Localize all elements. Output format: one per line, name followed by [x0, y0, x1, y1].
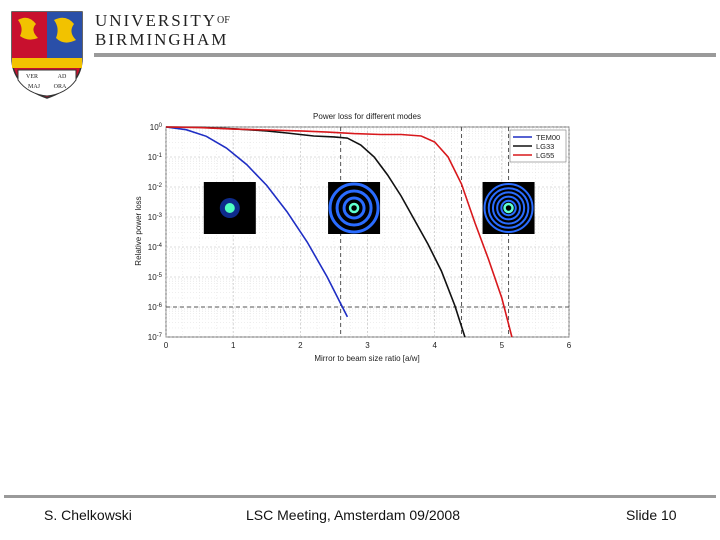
y-axis-label: Relative power loss	[134, 196, 143, 265]
wordmark-of: OF	[217, 15, 230, 26]
y-tick-label: 10-1	[148, 153, 163, 162]
mode-image-ring	[342, 196, 366, 220]
footer-slide-number: Slide 10	[626, 507, 677, 523]
crest-motto-2: AD	[58, 74, 67, 80]
mode-image-core	[503, 202, 514, 214]
mode-image-ring	[496, 195, 521, 221]
footer-meeting: LSC Meeting, Amsterdam 09/2008	[246, 507, 461, 523]
mode-image-ring	[335, 189, 373, 227]
mode-image-ring	[487, 187, 530, 229]
legend-label-lg33: LG33	[536, 142, 554, 151]
footer-divider	[4, 495, 716, 498]
wordmark-university: UNIVERSITY	[95, 11, 217, 30]
mode-image-core	[224, 203, 235, 213]
x-tick-label: 0	[164, 341, 169, 350]
header-divider	[94, 53, 716, 57]
x-axis-label: Mirror to beam size ratio [a/w]	[314, 354, 419, 363]
x-tick-label: 5	[500, 341, 505, 350]
y-tick-label: 100	[150, 123, 163, 132]
mode-image-ring	[328, 182, 380, 234]
mode-image-lg55	[482, 182, 535, 234]
footer-author: S. Chelkowski	[44, 507, 132, 523]
mode-image-ring	[500, 199, 517, 217]
chart-title: Power loss for different modes	[313, 112, 421, 121]
crest-motto-1: VER	[26, 74, 38, 80]
series-line-lg55	[165, 126, 513, 338]
x-tick-label: 4	[432, 341, 437, 350]
series-line-tem00	[165, 126, 349, 318]
x-tick-label: 6	[567, 341, 572, 350]
crest-motto-3: MAJ	[28, 84, 41, 90]
wordmark-line-1: UNIVERSITYOF	[95, 12, 230, 30]
crest-motto-4: ORA	[54, 84, 67, 90]
x-tick-label: 1	[231, 341, 236, 350]
wordmark-line-2: BIRMINGHAM	[95, 30, 229, 49]
legend-box	[509, 129, 567, 163]
university-crest-logo: VER AD MAJ ORA	[11, 11, 83, 99]
mode-image-core	[348, 202, 360, 214]
y-tick-label: 10-2	[148, 183, 163, 192]
y-tick-label: 10-3	[148, 213, 163, 222]
y-tick-label: 10-6	[148, 303, 163, 312]
mode-image-ring	[491, 191, 526, 225]
legend-label-tem00: TEM00	[536, 133, 560, 142]
mode-image-ring	[483, 183, 534, 233]
x-tick-label: 3	[365, 341, 370, 350]
y-tick-label: 10-7	[148, 333, 163, 342]
y-tick-label: 10-4	[148, 243, 163, 252]
university-wordmark: UNIVERSITYOF BIRMINGHAM	[95, 12, 230, 49]
legend-label-lg55: LG55	[536, 151, 554, 160]
x-tick-label: 2	[298, 341, 303, 350]
y-tick-label: 10-5	[148, 273, 163, 282]
